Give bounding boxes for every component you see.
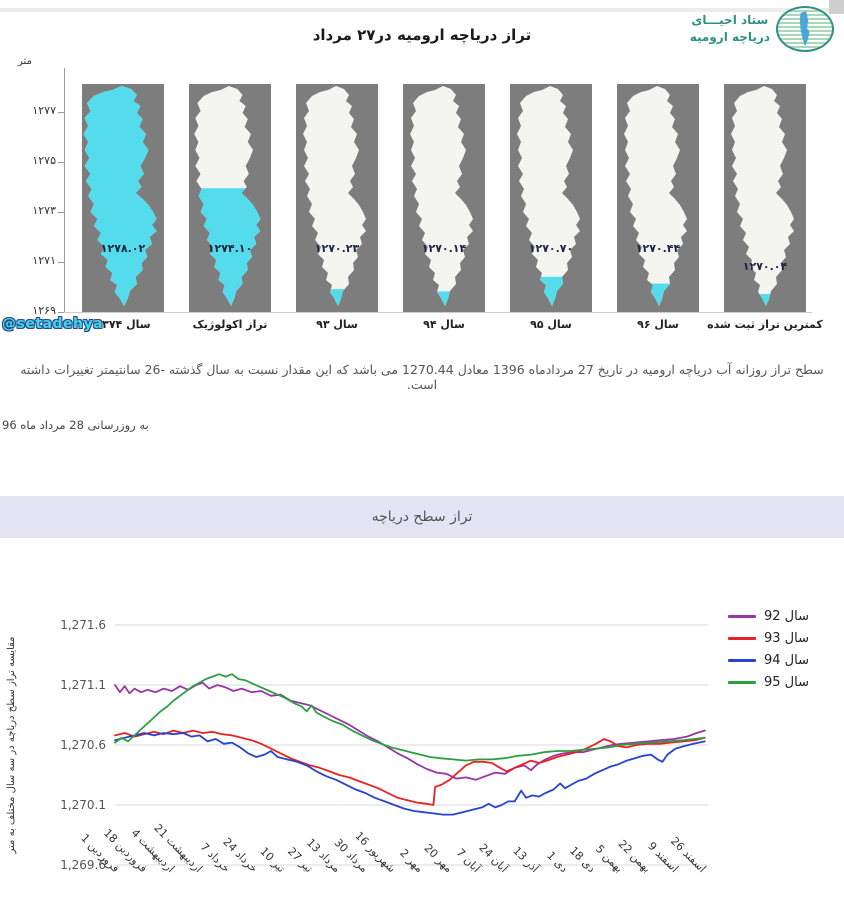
legend-item: سال 93: [728, 630, 809, 647]
lake-value-label: ۱۲۷۰.۷۰: [528, 242, 574, 255]
lake-ytick-mark: [58, 112, 64, 113]
section-band: تراز سطح دریاچه: [0, 496, 844, 538]
lake-silhouette: [517, 86, 580, 306]
lake-value-label: ۱۲۷۸.۰۲: [100, 242, 146, 255]
legend-swatch: [728, 637, 756, 640]
lake-ytick-label: ۱۲۷۳: [32, 204, 56, 217]
lake-ytick-label: ۱۲۶۹: [32, 304, 56, 317]
lake-value-label: ۱۲۷۰.۱۴: [421, 242, 467, 255]
lake-value-label: ۱۲۷۰.۰۴: [742, 260, 788, 273]
water-level-fill: [624, 283, 687, 306]
lake-ytick-label: ۱۲۷۷: [32, 104, 56, 117]
lake-column: ۱۲۷۰.۴۴ سال ۹۶: [617, 84, 699, 331]
logo-emblem: [776, 6, 834, 52]
water-level-fill: [410, 291, 473, 306]
update-note: به روزرسانی 28 مرداد ماه 96: [2, 418, 149, 432]
lake-column: ۱۲۷۰.۷۰ سال ۹۵: [510, 84, 592, 331]
line-chart: 1,271.6 1,271.1 1,270.6 1,270.1 1,269.6 مقایس…: [6, 618, 709, 876]
line-ytick-label: 1,271.1: [60, 678, 106, 692]
summary-text: سطح تراز روزانه آب دریاچه ارومیه در تاری…: [20, 362, 824, 392]
legend-label: سال 94: [764, 653, 809, 668]
legend-item: سال 94: [728, 652, 809, 669]
lake-column: ۱۲۷۸.۰۲ سال ۱۳۷۴: [82, 84, 164, 331]
legend-item: سال 95: [728, 674, 809, 691]
logo-text-line1: ستاد احیـــای: [691, 12, 769, 27]
lake-ytick-label: ۱۲۷۵: [32, 154, 56, 167]
water-level-fill: [517, 276, 580, 306]
lake-value-label: ۱۲۷۰.۲۳: [314, 242, 360, 255]
line-xtick-label: مهر 20: [422, 842, 456, 876]
lake-silhouette: [731, 86, 794, 306]
lake-ytick-label: ۱۲۷۱: [32, 254, 56, 267]
legend-label: سال 92: [764, 609, 809, 624]
line-xtick-label: آذر 13: [510, 843, 542, 875]
lake-chart-baseline: [64, 312, 812, 313]
lake-category-label: سال ۹۶: [637, 318, 679, 331]
line-ytick-label: 1,270.1: [60, 798, 106, 812]
lake-category-label: سال ۱۳۷۴: [95, 318, 151, 331]
series-line: [114, 673, 706, 762]
series-line: [114, 732, 706, 816]
line-chart-legend: سال 92 سال 93 سال 94 سال 95: [728, 608, 809, 691]
organization-logo: ستاد احیـــای دریاچه ارومیه: [690, 6, 834, 52]
section-title: تراز سطح دریاچه: [371, 509, 473, 525]
logo-text: ستاد احیـــای دریاچه ارومیه: [690, 12, 770, 47]
line-chart-ylabel: مقایسه تراز سطح دریاچه در سه سال مختلف ب…: [6, 637, 17, 855]
lake-silhouette: [194, 86, 261, 306]
lake-column: ۱۲۷۴.۱۰ تراز اکولوژیک: [189, 84, 271, 331]
legend-item: سال 92: [728, 608, 809, 625]
lake-chart-unit-label: متر: [18, 56, 32, 67]
lake-category-label: کمترین تراز ثبت شده: [707, 318, 823, 331]
scrollbar-thumb[interactable]: [829, 0, 844, 14]
line-ytick-label: 1,270.6: [60, 738, 106, 752]
lake-column: ۱۲۷۰.۲۳ سال ۹۳: [296, 84, 378, 331]
lake-silhouette: [410, 86, 473, 306]
lake-category-label: تراز اکولوژیک: [192, 318, 268, 331]
lake-ytick-mark: [58, 212, 64, 213]
legend-label: سال 93: [764, 631, 809, 646]
line-xtick-label: آبان 24: [476, 840, 511, 875]
lake-ytick-mark: [58, 162, 64, 163]
lake-ytick-mark: [58, 312, 64, 313]
line-xtick-label: دی 1: [544, 849, 570, 875]
page-title: تراز دریاچه ارومیه در۲۷ مرداد: [312, 26, 532, 44]
lake-ytick-mark: [58, 262, 64, 263]
top-divider: [0, 8, 844, 12]
lake-silhouette: [303, 86, 366, 306]
lake-silhouette: [83, 86, 157, 306]
lake-category-label: سال ۹۴: [423, 318, 465, 331]
line-xtick-label: دی 18: [567, 844, 598, 875]
legend-swatch: [728, 681, 756, 684]
lake-category-label: سال ۹۳: [316, 318, 358, 331]
lake-value-label: ۱۲۷۴.۱۰: [207, 242, 253, 255]
lake-column: ۱۲۷۰.۱۴ سال ۹۴: [403, 84, 485, 331]
watermark: @setadehya: [2, 316, 104, 332]
line-ytick-label: 1,269.6: [60, 858, 106, 872]
legend-swatch: [728, 659, 756, 662]
series-line: [114, 729, 706, 806]
legend-label: سال 95: [764, 675, 809, 690]
line-xtick-label: تیر 10: [257, 845, 287, 875]
legend-swatch: [728, 615, 756, 618]
water-level-fill: [303, 289, 366, 306]
lake-chart-y-axis: [64, 68, 65, 312]
lake-value-label: ۱۲۷۰.۴۴: [635, 242, 681, 255]
lake-category-label: سال ۹۵: [530, 318, 572, 331]
line-ytick-label: 1,271.6: [60, 618, 106, 632]
logo-text-line2: دریاچه ارومیه: [689, 30, 770, 44]
lake-column: ۱۲۷۰.۰۴ کمترین تراز ثبت شده: [707, 84, 823, 331]
lake-silhouette: [624, 86, 687, 306]
water-level-fill: [83, 86, 157, 306]
water-level-fill: [731, 294, 794, 306]
lake-icon: [799, 11, 810, 47]
